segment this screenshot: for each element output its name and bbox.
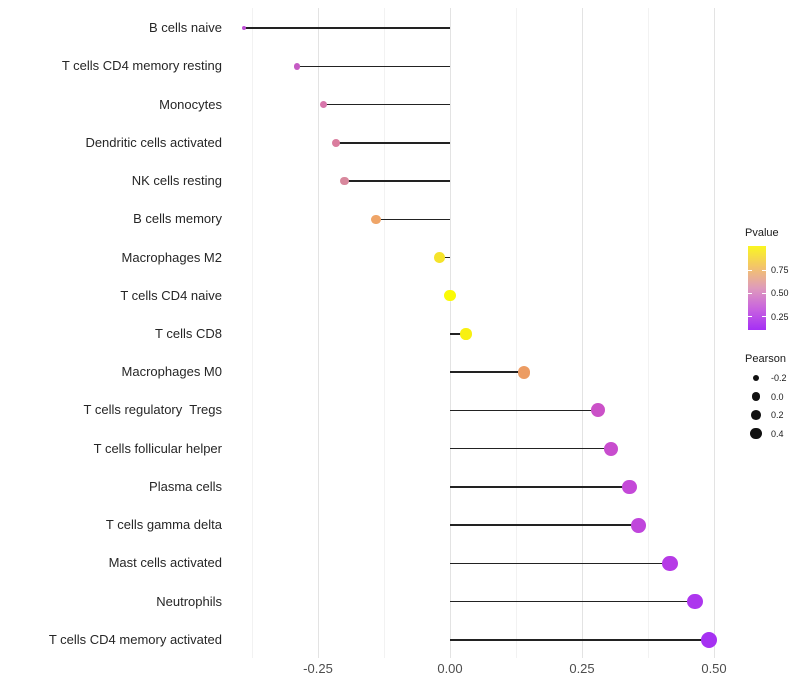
- minor-gridline: [515, 8, 517, 658]
- minor-gridline: [647, 8, 649, 658]
- lollipop-dot: [434, 252, 445, 263]
- pvalue-tick-label: 0.50: [771, 288, 789, 299]
- lollipop-stem: [450, 600, 695, 603]
- y-axis-label: NK cells resting: [131, 173, 222, 189]
- lollipop-stem: [450, 409, 598, 412]
- lollipop-stem: [336, 142, 450, 144]
- lollipop-stem: [450, 371, 524, 373]
- y-axis-label: B cells memory: [133, 211, 222, 227]
- pvalue-bar-tick: [748, 292, 752, 294]
- lollipop-stem: [450, 562, 671, 565]
- x-tick-label: 0.25: [569, 661, 595, 676]
- y-axis-label: Macrophages M0: [121, 364, 222, 380]
- y-axis-label: Dendritic cells activated: [85, 134, 222, 150]
- minor-gridline: [383, 8, 385, 658]
- lollipop-dot: [242, 26, 247, 31]
- lollipop-stem: [376, 218, 450, 221]
- y-axis-label: T cells follicular helper: [93, 440, 222, 456]
- lollipop-stem: [450, 524, 639, 526]
- pvalue-legend-title: Pvalue: [745, 227, 779, 239]
- y-axis-label: Monocytes: [159, 96, 222, 112]
- pvalue-bar-tick: [748, 269, 752, 271]
- major-gridline: [317, 8, 319, 658]
- pvalue-bar-tick: [762, 292, 766, 294]
- lollipop-dot: [662, 555, 678, 572]
- y-axis-label: Neutrophils: [156, 593, 222, 609]
- minor-gridline: [251, 8, 253, 658]
- pvalue-gradient-bar: [748, 246, 766, 330]
- lollipop-dot: [460, 328, 472, 340]
- lollipop-dot: [444, 290, 456, 302]
- y-axis-label: Plasma cells: [149, 478, 222, 494]
- pvalue-bar-tick: [762, 269, 766, 271]
- major-gridline: [713, 8, 715, 658]
- y-axis-label: T cells CD4 memory activated: [48, 631, 222, 647]
- y-axis-label: T cells CD4 memory resting: [61, 58, 222, 74]
- pearson-legend-label: 0.4: [771, 428, 784, 439]
- lollipop-stem: [450, 333, 466, 335]
- major-gridline: [449, 8, 451, 658]
- lollipop-dot: [603, 441, 619, 456]
- y-axis-label: Macrophages M2: [121, 249, 222, 265]
- lollipop-dot: [517, 365, 531, 379]
- pearson-legend-title: Pearson: [745, 353, 786, 365]
- lollipop-dot: [319, 100, 328, 109]
- pearson-legend-dot: [751, 392, 761, 401]
- y-axis-label: T cells CD8: [155, 326, 222, 341]
- y-axis-label: T cells regulatory Tregs: [83, 402, 222, 418]
- lollipop-dot: [332, 138, 341, 147]
- lollipop-dot: [631, 517, 646, 533]
- x-tick-label: 0.50: [701, 661, 727, 676]
- lollipop-stem: [450, 447, 612, 450]
- pearson-legend-label: 0.0: [771, 391, 784, 402]
- pvalue-bar-tick: [748, 316, 752, 318]
- lollipop-dot: [371, 214, 381, 224]
- x-tick-label: -0.25: [303, 661, 333, 676]
- pearson-legend-dot: [750, 427, 762, 440]
- pearson-legend-dot: [751, 410, 761, 420]
- pvalue-bar-tick: [762, 316, 766, 318]
- pearson-legend-label: -0.2: [771, 373, 787, 383]
- lollipop-stem: [244, 27, 450, 29]
- y-axis-label: T cells CD4 naive: [120, 287, 222, 303]
- pearson-legend-label: 0.2: [771, 410, 784, 420]
- x-tick-label: 0.00: [437, 661, 463, 676]
- lollipop-dot: [293, 63, 301, 70]
- major-gridline: [581, 8, 583, 658]
- lollipop-dot: [590, 403, 605, 418]
- pearson-legend-dot: [752, 374, 760, 382]
- lollipop-dot: [700, 631, 717, 648]
- pvalue-tick-label: 0.25: [771, 311, 789, 322]
- lollipop-dot: [340, 176, 349, 186]
- lollipop-stem: [323, 103, 450, 106]
- y-axis-label: T cells gamma delta: [105, 517, 222, 533]
- lollipop-stem: [344, 180, 450, 182]
- lollipop-stem: [296, 65, 450, 68]
- lollipop-stem: [450, 486, 630, 488]
- lollipop-dot: [622, 479, 637, 495]
- lollipop-stem: [450, 639, 709, 641]
- y-axis-label: Mast cells activated: [108, 555, 222, 571]
- pvalue-tick-label: 0.75: [771, 265, 789, 276]
- y-axis-label: B cells naive: [149, 20, 222, 36]
- lollipop-dot: [687, 593, 703, 610]
